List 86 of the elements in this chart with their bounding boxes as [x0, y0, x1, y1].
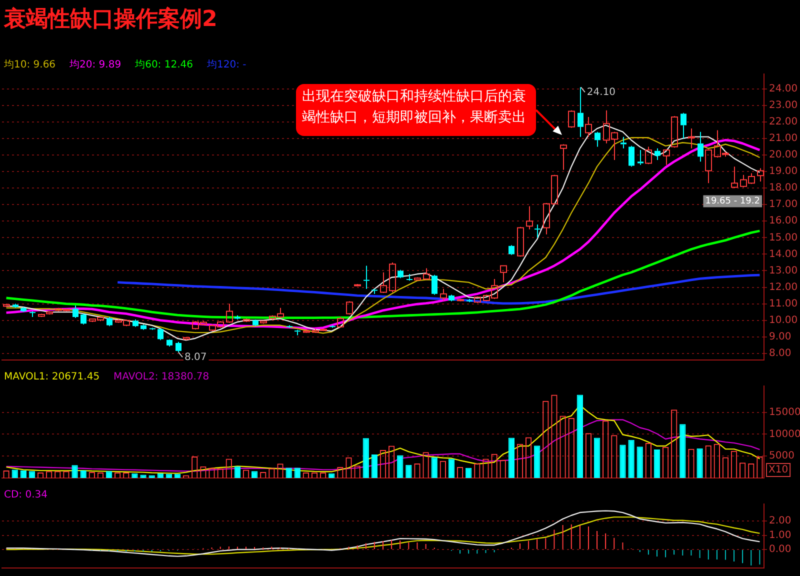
text: MAVOL1: 20671.45 [4, 372, 100, 383]
bar [508, 438, 515, 478]
y-tick-label: 11.00 [769, 298, 798, 310]
chart-title: 衰竭性缺口操作案例2 [2, 6, 218, 34]
candlestick [140, 324, 146, 330]
bar [680, 424, 686, 478]
bar [620, 444, 626, 478]
candlestick [20, 306, 26, 313]
text: 均20: 9.89 [68, 58, 122, 71]
y-tick-label: 13.00 [769, 265, 798, 276]
candlestick [526, 206, 533, 230]
candlestick [166, 340, 172, 347]
bar [140, 474, 146, 478]
candlestick [705, 148, 712, 184]
y-tick-label: 24.00 [769, 83, 798, 94]
bar [431, 457, 438, 478]
candlestick [372, 288, 378, 294]
y-tick-label: 10000 [769, 428, 800, 440]
candlestick [380, 272, 387, 294]
bar [534, 446, 540, 478]
candlestick [663, 148, 670, 166]
candlestick [80, 313, 86, 325]
candlestick [594, 131, 600, 148]
candlestick [680, 112, 686, 139]
y-tick-label: 5000 [769, 450, 794, 462]
bar [448, 458, 455, 478]
y-tick-label: 21.00 [769, 133, 798, 144]
bar [371, 454, 378, 478]
y-tick-label: 16.00 [769, 216, 798, 227]
bar [234, 466, 241, 478]
annotation: 19.65 - 19.2 [705, 196, 760, 207]
y-tick-label: 19.00 [769, 166, 798, 178]
candlestick [423, 268, 430, 280]
candlestick [560, 144, 567, 170]
candlestick [72, 304, 78, 318]
bar [576, 394, 584, 478]
y-tick-label: 0.00 [769, 544, 792, 556]
y-tick-label: 12.00 [769, 282, 798, 293]
y-tick-label: 15.00 [769, 232, 798, 244]
candlestick [234, 314, 240, 320]
candlestick [30, 310, 36, 318]
y-tick-label: 9.00 [769, 331, 792, 342]
bar [72, 465, 78, 478]
candlestick [406, 274, 412, 282]
bar [636, 446, 643, 478]
bar [397, 455, 404, 478]
y-tick-label: 17.00 [769, 199, 798, 210]
bar [406, 464, 412, 478]
annotation: 8.07 [184, 352, 207, 363]
bar [696, 448, 703, 478]
text: X10 [768, 464, 788, 476]
candlestick [132, 318, 138, 328]
bar [362, 438, 369, 478]
bar [628, 440, 634, 478]
y-tick-label: 20.00 [769, 150, 798, 161]
candlestick [508, 244, 514, 256]
y-tick-label: 1.00 [769, 530, 792, 541]
text: CD: 0.34 [4, 490, 48, 501]
candlestick [688, 128, 695, 149]
candlestick [585, 116, 592, 138]
candlestick [638, 150, 644, 166]
candlestick [731, 166, 738, 189]
y-tick-label: 23.00 [769, 100, 798, 112]
y-tick-label: 22.00 [769, 116, 798, 128]
candlestick [698, 131, 704, 162]
text: 均120: - [206, 58, 247, 71]
bar [594, 438, 600, 478]
candlestick [364, 265, 370, 290]
text: 均10: 9.66 [3, 58, 56, 71]
candlestick [500, 265, 507, 283]
y-tick-label: 18.00 [769, 182, 798, 194]
text: MAVOL2: 18380.78 [114, 372, 210, 383]
annotation: 出现在突破缺口和持续性缺口后的衰竭性缺口，短期即被回补，果断卖出 [302, 88, 526, 126]
y-tick-label: 10.00 [769, 314, 798, 326]
bar [654, 450, 660, 478]
candlestick [158, 329, 164, 341]
candlestick [654, 148, 660, 160]
text: 均60: 12.46 [134, 58, 193, 71]
annotation: 24.10 [586, 86, 616, 98]
y-tick-label: 14.00 [769, 248, 798, 260]
candlestick [620, 136, 626, 149]
y-tick-label: 8.00 [769, 348, 792, 359]
candlestick [534, 224, 540, 238]
candlestick [448, 294, 454, 302]
y-tick-label: 15000 [769, 406, 800, 418]
y-tick-label: 2.00 [769, 516, 792, 527]
